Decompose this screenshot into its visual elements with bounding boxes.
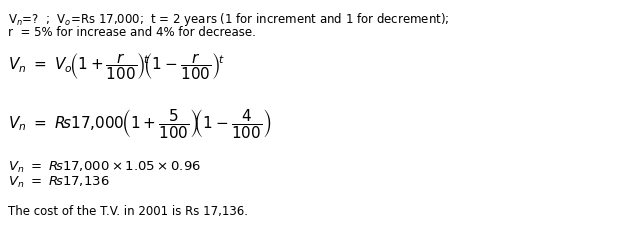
Text: r  = 5% for increase and 4% for decrease.: r = 5% for increase and 4% for decrease. (8, 26, 256, 39)
Text: $V_n\ =\ \mathit{R\!s}17{,}000 \times 1.05 \times 0.96$: $V_n\ =\ \mathit{R\!s}17{,}000 \times 1.… (8, 160, 201, 175)
Text: V$_{n}$=?  ;  V$_{o}$=Rs 17,000;  t = 2 years (1 for increment and 1 for decreme: V$_{n}$=? ; V$_{o}$=Rs 17,000; t = 2 yea… (8, 11, 449, 28)
Text: $V_n\ =\ \mathit{R\!s}17{,}136$: $V_n\ =\ \mathit{R\!s}17{,}136$ (8, 175, 109, 190)
Text: $V_n\ =\ \mathit{R\!s}17{,}000\!\left(1+\dfrac{5}{100}\right)\!\!\left(1-\dfrac{: $V_n\ =\ \mathit{R\!s}17{,}000\!\left(1+… (8, 107, 271, 140)
Text: The cost of the T.V. in 2001 is Rs 17,136.: The cost of the T.V. in 2001 is Rs 17,13… (8, 205, 248, 218)
Text: $V_n\ =\ V_o\!\left(1+\dfrac{r}{100}\right)^{\!t}\!\!\left(1-\dfrac{r}{100}\righ: $V_n\ =\ V_o\!\left(1+\dfrac{r}{100}\rig… (8, 51, 225, 82)
